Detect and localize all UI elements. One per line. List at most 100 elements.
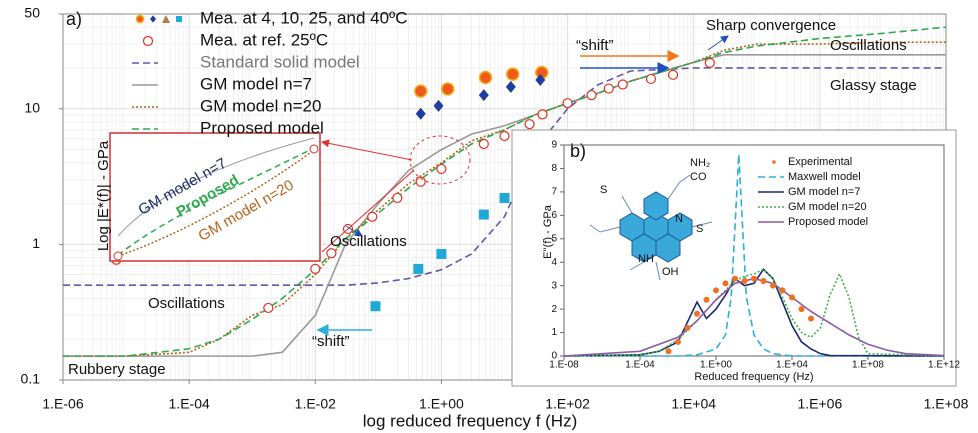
series-line [63,26,947,357]
y-tick-label: 1 [32,235,40,251]
marker [135,14,145,24]
annotation: “shift” [312,333,350,350]
marker [713,287,719,294]
x-tick-label: 1.E+04 [671,396,716,412]
x-tick-label: 1.E-08 [549,360,579,371]
zoom-arrow [321,169,415,253]
marker [667,69,679,80]
legend-label: Mea. at 4, 10, 25, and 40ºC [200,8,408,27]
marker [562,98,573,109]
y-tick-label: 10 [24,99,40,115]
zoom-line [117,149,315,257]
marker [704,57,715,68]
marker [751,275,757,282]
series-line [63,67,946,287]
marker [478,89,489,102]
marker [436,248,447,259]
annotation: N [675,213,683,225]
x-tick-label: 1.E+02 [545,396,590,412]
marker [478,70,493,85]
annotation: NH [638,253,654,265]
annotation: OH [662,266,679,278]
marker [772,160,776,164]
marker [808,315,814,322]
marker [645,73,657,85]
x-tick-label: 1.E+12 [928,360,960,371]
marker [392,192,403,204]
y-tick-label: 3 [551,280,557,291]
x-tick-label: 1.E+08 [852,360,884,371]
y-tick-label: 7 [551,187,557,198]
marker [478,138,489,150]
legend-label: Experimental [788,156,852,168]
panel-label: b) [570,141,586,161]
marker [770,282,776,289]
x-tick-label: 1.E+04 [776,360,808,371]
legend-label: GM model n=7 [200,74,312,93]
y-tick-label: 6 [551,210,557,221]
x-axis-title: Reduced frequency (Hz) [694,371,813,383]
y-tick-label: 0 [551,351,557,362]
legend: Mea. at 4, 10, 25, and 40ºC Mea. at ref. … [132,8,408,137]
zoom-circle [409,135,471,185]
legend-label: Proposed model [788,216,868,228]
marker [413,263,424,274]
legend-label: GM model n=20 [200,96,321,115]
marker [370,301,381,312]
marker [535,74,546,87]
marker [415,107,426,120]
x-tick-label: 1.E+00 [419,396,464,412]
y-tick-label: 4 [551,257,557,268]
marker [741,277,748,284]
annotations: a) Sharp convergence “shift” Oscillation… [66,9,917,431]
marker [150,15,156,23]
marker [665,348,672,355]
annotation: Oscillations [148,295,225,312]
annotation-arrow [707,35,729,51]
marker [732,275,738,282]
marker [142,35,154,47]
annotation: Oscillations [330,233,407,250]
marker [499,130,510,142]
zoom-line [117,137,315,237]
marker [505,80,516,93]
marker [789,294,795,301]
marker [436,163,447,175]
annotation: Oscillations [830,37,907,54]
plot-frame [563,144,945,357]
legend-label: Standard solid model [200,52,360,71]
zoom-point [113,251,123,261]
marker [684,324,691,331]
annotation: Sharp convergence [706,17,836,34]
marker [603,83,614,94]
y-tick-label: 2 [551,304,557,315]
y-tick-label: 0.1 [21,371,41,387]
series-line [564,154,944,357]
legend-label: Mea. at ref. 25ºC [200,30,328,49]
marker [310,263,321,274]
zoom-line [117,147,315,256]
x-tick-label: 1.E-04 [169,396,210,412]
marker [505,67,520,81]
legend-label: Maxwell model [788,171,861,183]
marker [779,287,786,294]
marker [798,306,805,313]
zoom-point [309,144,319,154]
y-axis-title: E''(f) - GPa [542,204,554,259]
x-tick-label: 1.E-04 [625,360,655,371]
y-tick-label: 50 [24,5,40,21]
x-tick-label: 1.E+06 [797,396,842,412]
y-tick-label: 9 [551,140,557,151]
series-line [63,54,946,357]
annotation: CO [690,171,707,183]
inset-chart: b) NH₂ CO S N S NH OH Reduced frequency … [511,129,960,387]
annotation: S [600,184,607,196]
marker [499,192,510,203]
marker [524,119,535,130]
panel-label: a) [66,9,82,29]
annotation: Glassy stage [830,77,917,94]
marker [263,302,274,314]
marker [176,16,182,22]
marker [537,109,548,120]
